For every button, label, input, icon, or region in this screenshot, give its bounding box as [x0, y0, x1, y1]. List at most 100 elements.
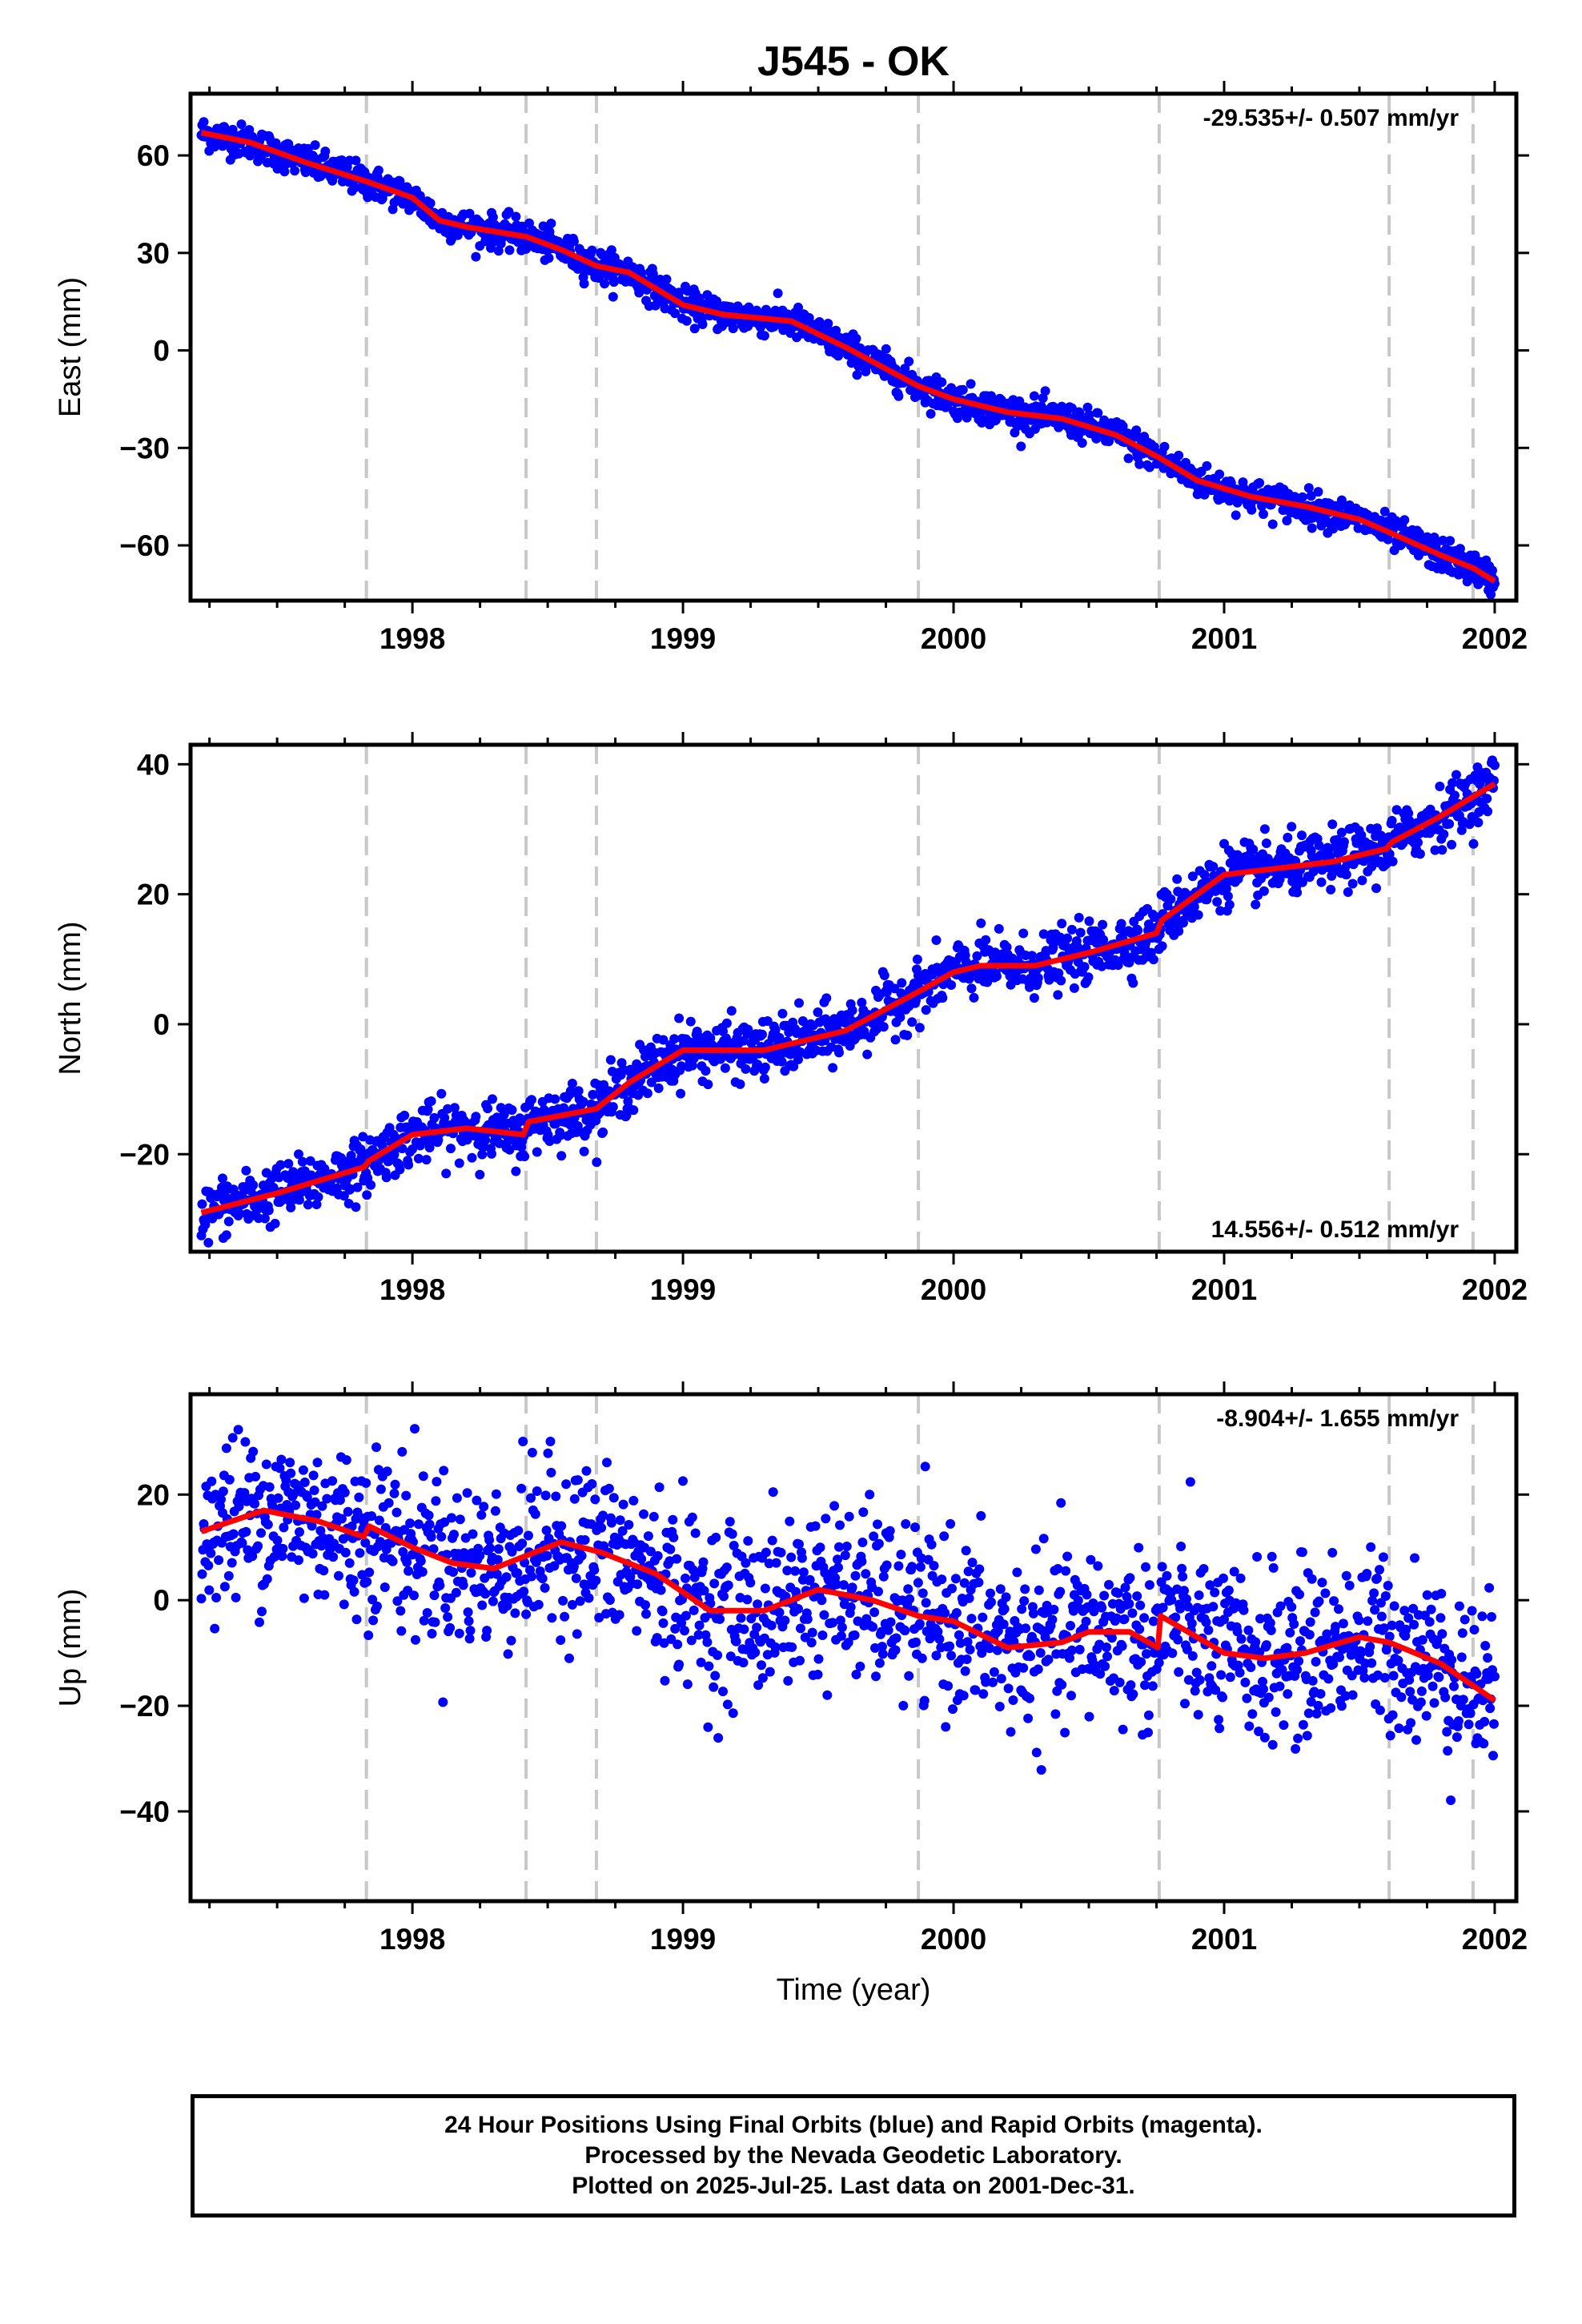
observation-point — [600, 279, 610, 289]
observation-point — [465, 1626, 476, 1636]
observation-point — [783, 1675, 793, 1686]
observation-point — [466, 1568, 476, 1578]
observation-point — [352, 1182, 363, 1192]
observation-point — [941, 1722, 951, 1732]
observation-point — [739, 1624, 749, 1634]
observation-point — [1336, 1701, 1347, 1711]
observation-point — [199, 117, 209, 127]
observation-point — [485, 1543, 495, 1554]
observation-point — [628, 1495, 639, 1506]
observation-point — [1259, 1684, 1268, 1695]
observation-point — [1283, 1689, 1293, 1699]
observation-point — [897, 978, 907, 988]
observation-point — [966, 379, 976, 389]
observation-point — [1388, 1671, 1399, 1681]
observation-point — [1438, 535, 1448, 545]
observation-point — [1075, 927, 1086, 938]
observation-point — [715, 1614, 725, 1624]
observation-point — [1172, 874, 1182, 884]
observation-point — [492, 1554, 503, 1565]
observation-point — [976, 1510, 986, 1521]
observation-point — [1012, 1567, 1022, 1578]
observation-point — [1066, 403, 1077, 413]
observation-point — [813, 1654, 824, 1664]
observation-point — [1341, 870, 1351, 880]
observation-point — [556, 1130, 566, 1140]
observation-point — [516, 1483, 527, 1494]
observation-point — [455, 1514, 465, 1525]
observation-point — [1275, 1681, 1285, 1691]
observation-point — [1297, 830, 1307, 841]
observation-point — [1139, 1613, 1150, 1623]
observation-point — [678, 1476, 688, 1486]
observation-point — [985, 1643, 995, 1654]
y-axis-label: East (mm) — [54, 277, 87, 417]
observation-point — [1212, 897, 1223, 907]
observation-point — [931, 935, 942, 945]
observation-point — [1331, 1622, 1341, 1632]
observation-point — [1362, 1569, 1372, 1578]
observation-point — [413, 1153, 424, 1164]
observation-point — [568, 1562, 579, 1572]
observation-point — [590, 1494, 600, 1505]
observation-point — [1338, 1618, 1348, 1629]
observation-point — [1154, 1658, 1164, 1668]
observation-point — [641, 1609, 651, 1619]
observation-point — [874, 1658, 885, 1668]
observation-point — [1134, 1624, 1145, 1634]
observation-point — [963, 1566, 974, 1577]
observation-point — [861, 1569, 871, 1579]
observation-point — [1303, 1708, 1314, 1719]
observation-point — [419, 1615, 429, 1626]
observation-point — [392, 1596, 403, 1606]
observation-point — [606, 1518, 616, 1528]
observation-point — [851, 1670, 861, 1679]
observation-point — [350, 183, 360, 193]
observation-point — [709, 1682, 719, 1692]
observation-point — [673, 1639, 683, 1650]
observation-point — [1295, 1590, 1304, 1599]
observation-point — [1216, 1670, 1227, 1680]
observation-point — [796, 1623, 805, 1634]
observation-point — [368, 1615, 379, 1626]
observation-point — [422, 1608, 432, 1618]
observation-point — [1173, 887, 1183, 897]
observation-point — [428, 1544, 439, 1554]
observation-point — [1182, 1594, 1191, 1604]
observation-point — [1403, 1613, 1414, 1623]
observation-point — [1040, 386, 1050, 396]
observation-points — [196, 755, 1500, 1248]
observation-point — [458, 1580, 468, 1590]
observation-point — [1001, 1592, 1011, 1602]
observation-point — [1304, 1630, 1315, 1640]
observation-point — [223, 1570, 234, 1581]
observation-point — [343, 1506, 353, 1517]
observation-point — [1314, 840, 1324, 850]
observation-point — [1189, 902, 1199, 912]
observation-point — [303, 1200, 313, 1210]
observation-point — [1246, 1663, 1256, 1672]
observation-point — [847, 1582, 857, 1593]
observation-point — [902, 1030, 913, 1040]
observation-point — [1098, 919, 1108, 930]
observation-point — [768, 1487, 778, 1498]
observation-point — [900, 364, 910, 374]
observation-point — [594, 1613, 604, 1622]
observation-point — [591, 1575, 601, 1586]
observation-point — [937, 377, 947, 388]
observation-point — [677, 1618, 687, 1628]
observation-point — [598, 1510, 608, 1521]
observation-point — [1335, 1652, 1344, 1663]
observation-point — [527, 1571, 536, 1582]
observation-point — [878, 1571, 889, 1582]
observation-point — [1100, 1661, 1110, 1671]
observation-point — [1383, 534, 1393, 545]
observation-point — [339, 1599, 349, 1610]
observation-point — [308, 1470, 319, 1481]
observation-point — [634, 287, 644, 298]
observation-point — [1128, 978, 1138, 988]
observation-point — [218, 1173, 227, 1184]
observation-point — [1311, 1657, 1321, 1667]
observation-point — [1251, 899, 1261, 910]
